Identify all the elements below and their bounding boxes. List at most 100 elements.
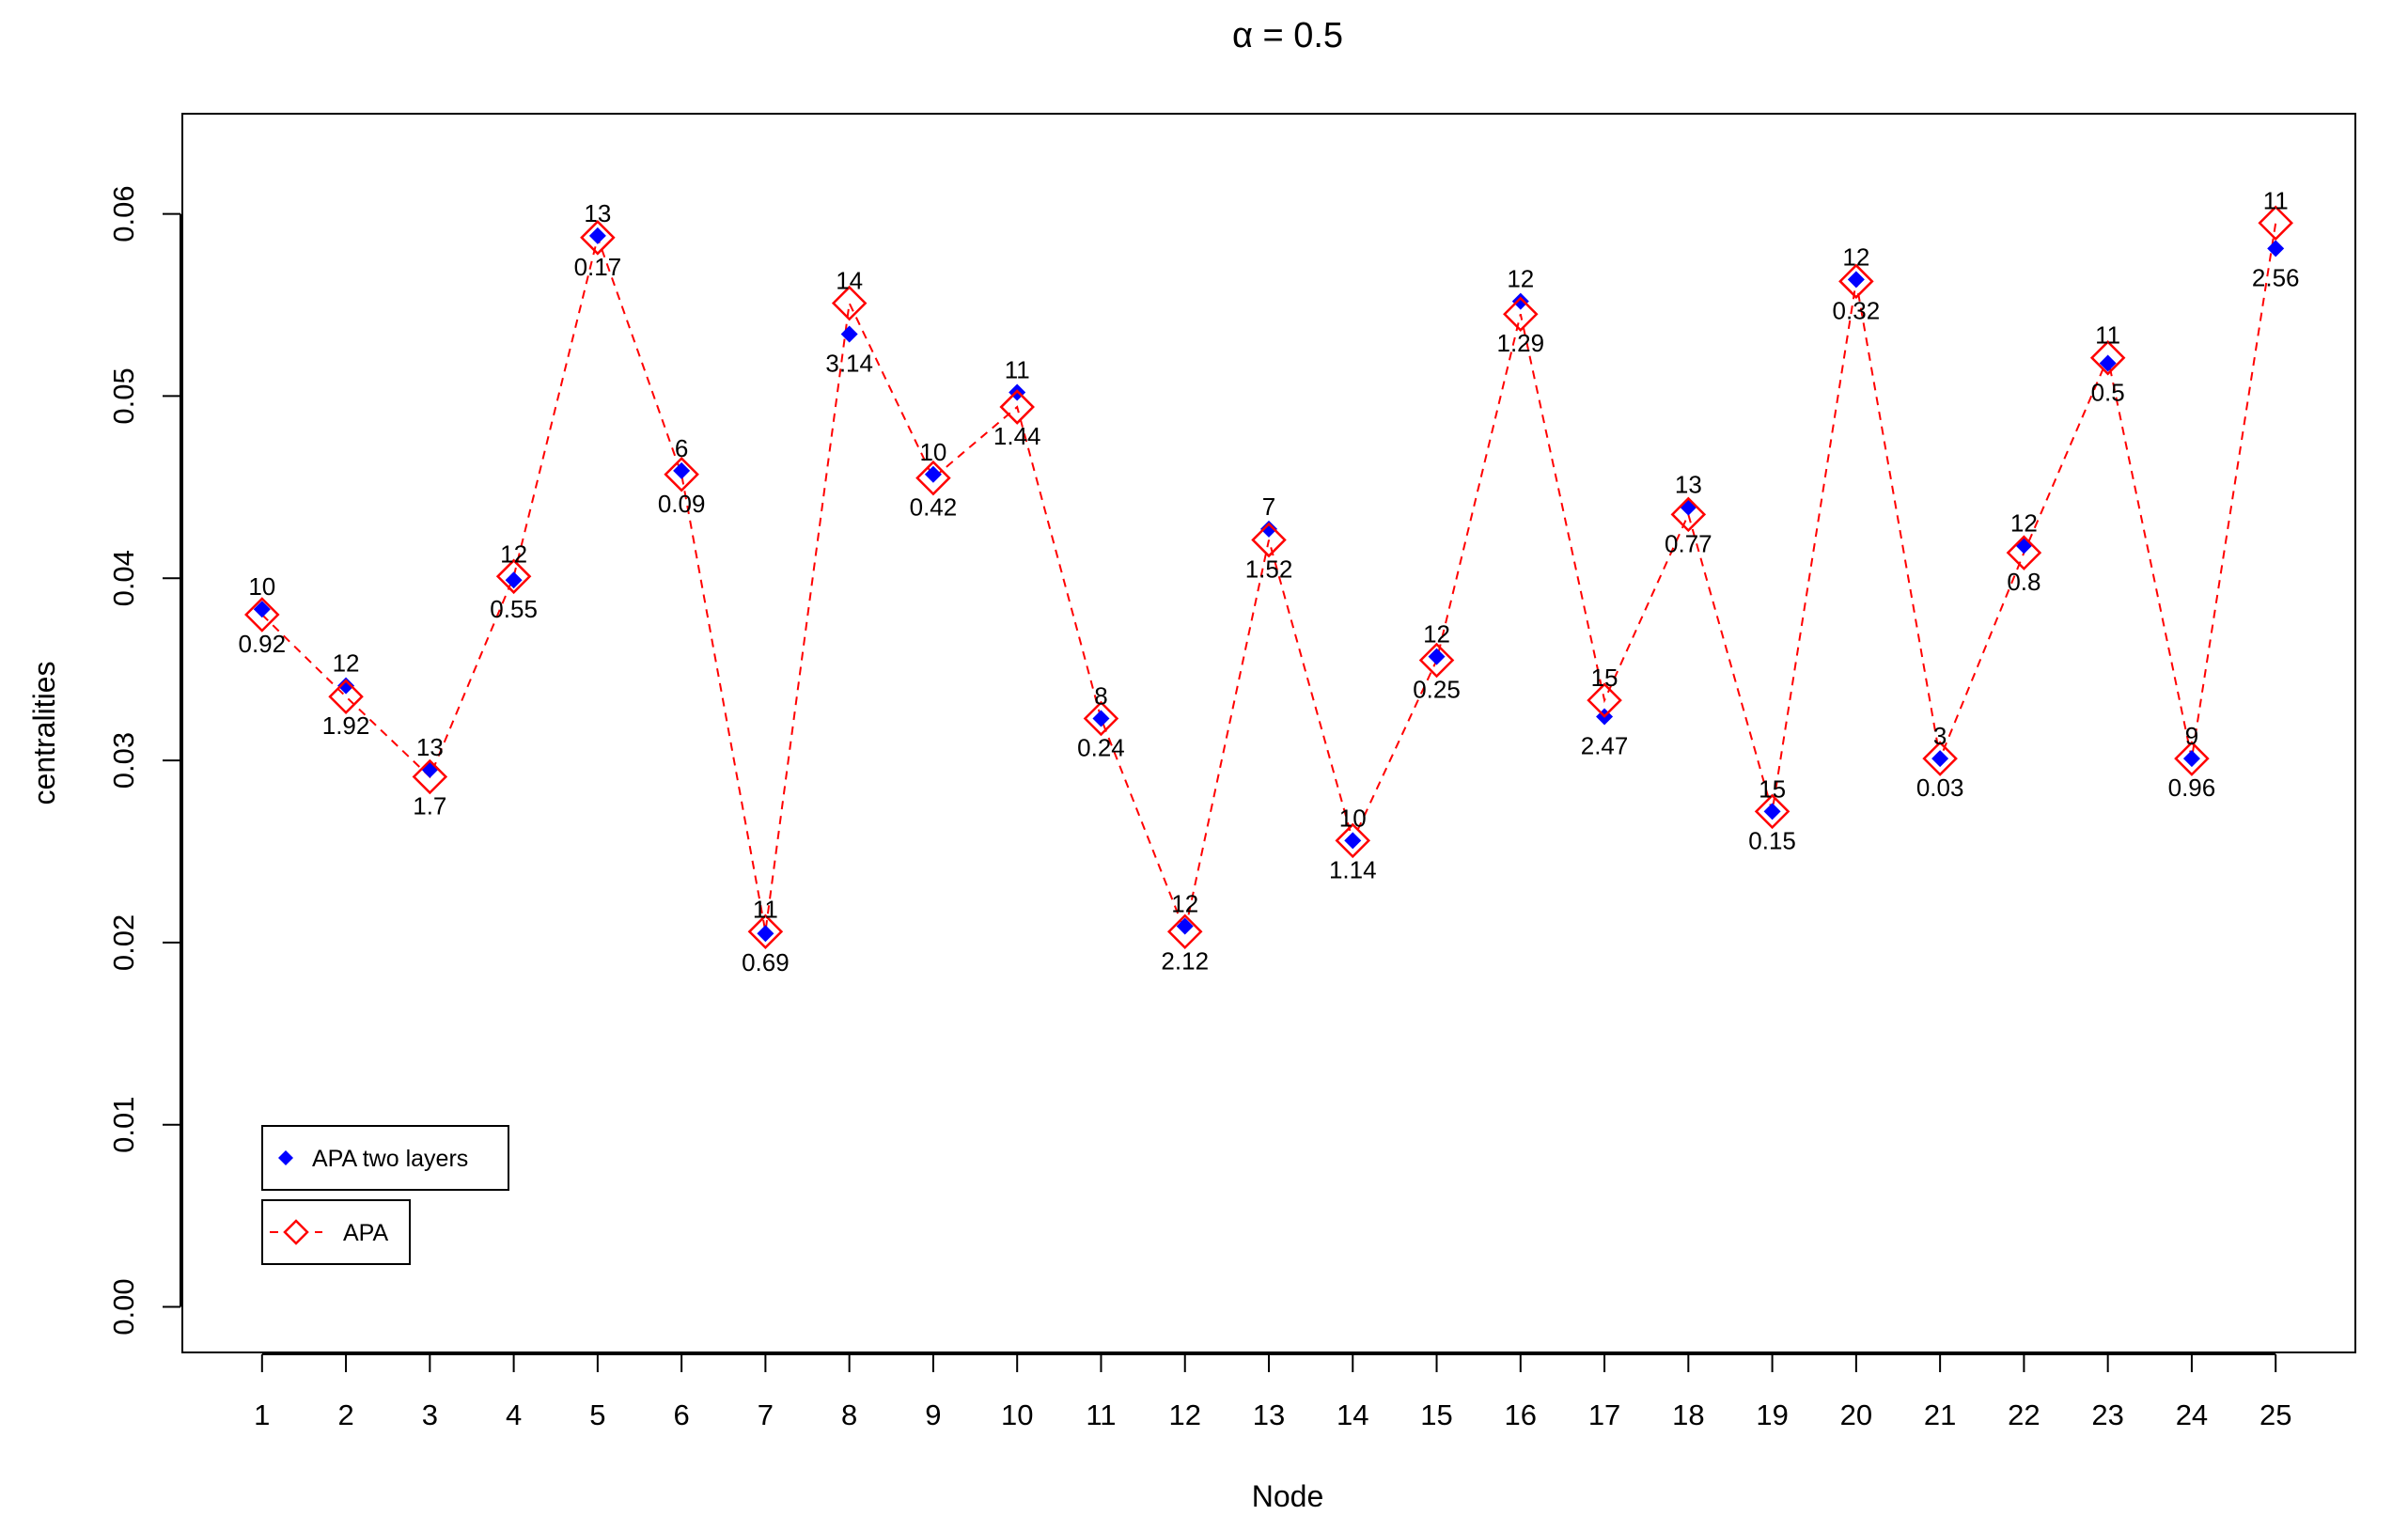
x-tick-label: 12	[1168, 1398, 1200, 1431]
y-axis: 0.00 0.01 0.02 0.03 0.04 0.05 0.06	[107, 185, 181, 1336]
apa-point	[2006, 535, 2042, 570]
apa-point	[915, 460, 951, 496]
point-label-below: 1.52	[1245, 555, 1293, 584]
x-tick-label: 19	[1756, 1398, 1788, 1431]
point-label-above: 13	[1675, 471, 1702, 499]
point-label-above: 12	[1842, 242, 1869, 271]
x-tick-label: 11	[1086, 1398, 1116, 1431]
apa-two-layers-point	[2182, 750, 2200, 768]
y-tick-label: 0.06	[107, 185, 140, 242]
x-tick-label: 3	[422, 1398, 438, 1431]
apa-two-layers-point	[1847, 271, 1865, 289]
point-label-above: 10	[919, 438, 946, 466]
point-label-below: 0.8	[2007, 568, 2041, 596]
apa-two-layers-point	[2099, 354, 2117, 372]
legend-box-apa-two-layers	[261, 1125, 509, 1191]
apa-point	[1418, 642, 1455, 679]
point-label-below: 0.03	[1916, 773, 1964, 802]
apa-two-layers-point	[1260, 520, 1277, 538]
point-label-below: 1.29	[1496, 329, 1544, 357]
x-tick-label: 5	[589, 1398, 605, 1431]
apa-two-layers-point	[1176, 917, 1194, 935]
x-tick-label: 18	[1672, 1398, 1704, 1431]
y-tick-label: 0.01	[107, 1097, 140, 1153]
legend-diamond-apa-two-layers	[278, 1150, 293, 1165]
y-tick-label: 0.05	[107, 367, 140, 424]
x-tick-label: 25	[2259, 1398, 2291, 1431]
apa-point	[1335, 822, 1371, 859]
apa-two-layers-point	[2267, 240, 2285, 258]
point-label-below: 3.14	[825, 350, 873, 378]
point-label-above: 10	[1339, 804, 1367, 832]
x-tick-label: 21	[1924, 1398, 1956, 1431]
legend-label-apa-two-layers: APA two layers	[312, 1146, 468, 1172]
apa-point	[664, 457, 699, 492]
apa-two-layers-point	[1344, 832, 1362, 850]
x-tick-label: 22	[2008, 1398, 2040, 1431]
series-markers	[244, 205, 2293, 950]
point-label-above: 10	[248, 572, 275, 601]
point-label-below: 0.55	[490, 595, 538, 623]
apa-two-layers-point	[840, 325, 858, 343]
apa-point	[328, 679, 364, 715]
point-label-above: 9	[2185, 722, 2198, 750]
apa-point	[244, 597, 280, 633]
apa-point	[1838, 263, 1874, 300]
point-label-above: 15	[1759, 774, 1786, 803]
apa-two-layers-point	[505, 571, 523, 589]
apa-point	[1251, 522, 1287, 558]
point-label-below: 0.69	[742, 948, 790, 976]
apa-two-layers-point	[1763, 803, 1781, 820]
point-label-below: 0.42	[910, 493, 958, 522]
apa-point	[1503, 296, 1539, 332]
x-tick-label: 13	[1253, 1398, 1285, 1431]
x-tick-label: 1	[254, 1398, 270, 1431]
point-label-above: 15	[1591, 664, 1618, 692]
point-labels: 10 0.92 12 1.92 13 1.7 12 0.55 13 0.17 6 0.09 11 0.69…	[238, 186, 2299, 976]
apa-point	[1922, 741, 1958, 776]
point-label-above: 14	[836, 267, 863, 295]
point-label-below: 1.44	[993, 422, 1041, 450]
y-tick-label: 0.04	[107, 550, 140, 606]
apa-point	[1587, 682, 1622, 718]
point-label-below: 0.15	[1748, 826, 1796, 854]
apa-two-layers-point	[253, 601, 271, 618]
point-label-below: 2.12	[1161, 946, 1209, 975]
apa-two-layers-point	[588, 227, 606, 244]
x-tick-label: 17	[1588, 1398, 1620, 1431]
x-tick-label: 7	[758, 1398, 774, 1431]
point-label-above: 12	[1507, 265, 1534, 293]
point-label-above: 13	[416, 733, 444, 761]
x-tick-label: 15	[1420, 1398, 1452, 1431]
apa-two-layers-point	[1931, 750, 1949, 768]
x-axis: 1 2 3 4 5 6 7 8 9 10 11 12 13 14 15 16 17 18 19 20 21 22 23 24 2…	[254, 1353, 2291, 1431]
point-label-below: 0.5	[2091, 379, 2125, 407]
point-label-below: 2.47	[1581, 732, 1629, 760]
y-axis-title: centralities	[27, 662, 61, 805]
point-label-above: 13	[584, 199, 611, 227]
point-label-above: 11	[2263, 186, 2289, 214]
legend: APA two layers APA	[261, 1125, 509, 1265]
legend-marker-apa	[270, 1219, 322, 1245]
plot-frame	[181, 113, 2356, 1353]
x-axis-title: Node	[1252, 1479, 1324, 1513]
x-tick-label: 20	[1840, 1398, 1872, 1431]
apa-point	[2089, 339, 2126, 376]
point-label-above: 11	[1005, 356, 1030, 384]
y-tick-label: 0.02	[107, 914, 140, 971]
x-tick-label: 9	[925, 1398, 941, 1431]
point-label-below: 1.14	[1329, 855, 1377, 883]
point-label-below: 0.77	[1665, 529, 1712, 557]
apa-point	[2258, 205, 2293, 242]
point-label-below: 0.24	[1077, 733, 1125, 761]
apa-two-layers-point	[757, 925, 774, 943]
apa-point	[1670, 496, 1707, 533]
point-label-above: 12	[1423, 620, 1450, 648]
x-tick-label: 14	[1337, 1398, 1368, 1431]
point-label-below: 1.7	[413, 792, 446, 820]
point-label-below: 0.25	[1413, 675, 1461, 703]
x-tick-label: 16	[1505, 1398, 1537, 1431]
apa-two-layers-point	[1428, 648, 1446, 665]
point-label-above: 11	[2095, 321, 2120, 350]
